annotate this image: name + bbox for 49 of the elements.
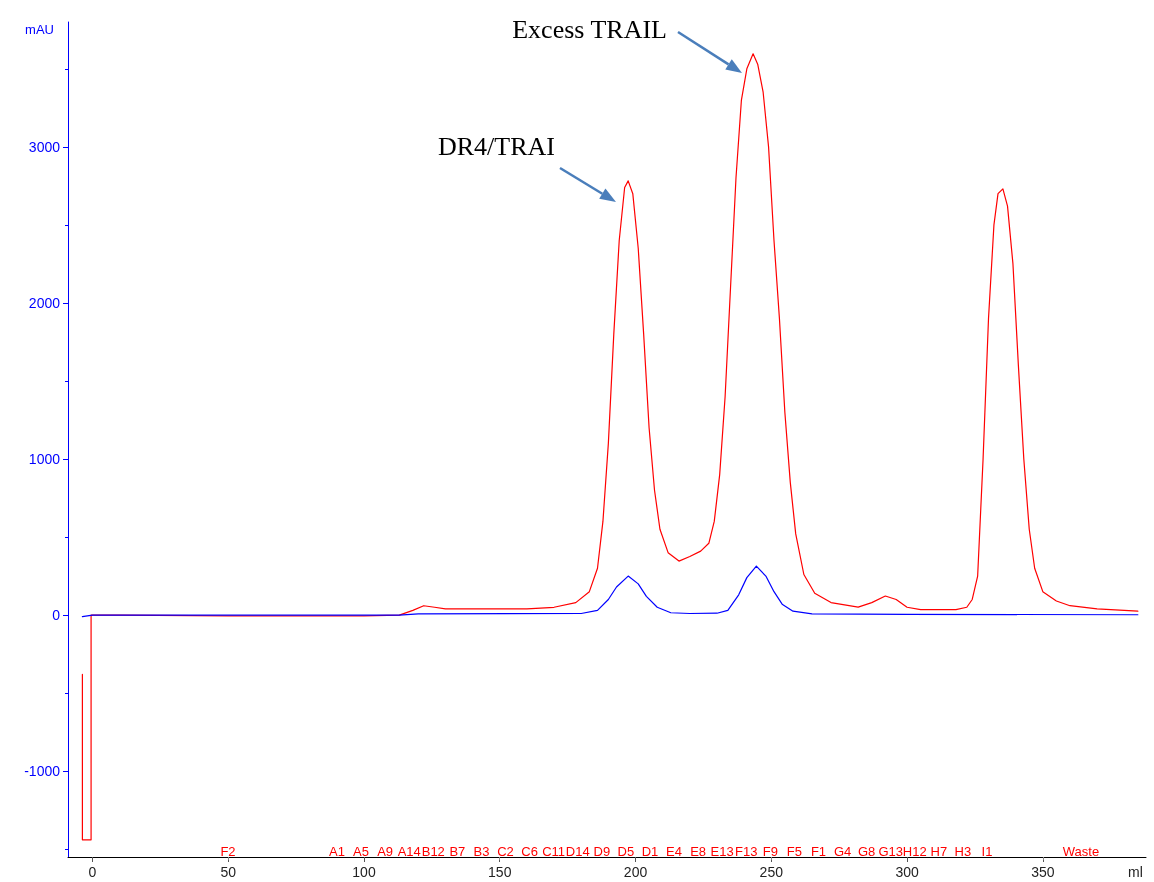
- annotation: E8: [690, 844, 707, 859]
- annotation: G4: [833, 844, 852, 859]
- y-axis-title: mAU: [25, 22, 54, 37]
- y-tick-label: 1000: [28, 451, 61, 468]
- annotation: A14: [397, 844, 421, 859]
- annotation: Excess TRAIL: [512, 15, 667, 44]
- y-tick-label: 2000: [28, 294, 61, 311]
- x-tick-label: 50: [220, 864, 237, 880]
- annotation: F9: [762, 844, 778, 859]
- x-tick-label: 150: [488, 864, 512, 880]
- annotation: F1: [810, 844, 827, 859]
- annotation: H7: [930, 844, 948, 859]
- annotation: I1: [981, 844, 993, 859]
- annotation: C6: [521, 844, 538, 859]
- annotation: A5: [353, 844, 370, 859]
- y-tick-label: 3000: [28, 138, 61, 155]
- x-tick-label: 0: [88, 864, 97, 880]
- annotation: B3: [473, 844, 490, 859]
- annotation: D14: [565, 844, 590, 859]
- annotation: A1: [329, 844, 345, 859]
- annotation: H12: [902, 844, 927, 859]
- annotation: A9: [377, 844, 394, 859]
- x-axis-title: ml: [1128, 864, 1143, 880]
- x-tick-label: 200: [623, 864, 648, 880]
- annotation: D9: [593, 844, 611, 859]
- x-tick-label: 100: [352, 864, 376, 880]
- annotation: G8: [857, 844, 876, 859]
- annotation: F13: [735, 844, 758, 859]
- annotation: F5: [786, 844, 802, 859]
- annotation: B7: [449, 844, 466, 859]
- y-tick-label: 0: [52, 607, 61, 624]
- annotation: D1: [641, 844, 659, 859]
- line-series: [81, 53, 1139, 841]
- annotation: Waste: [1062, 844, 1100, 859]
- annotation: G13: [878, 844, 903, 859]
- annotation: E13: [710, 844, 734, 859]
- annotation: B12: [421, 844, 445, 859]
- x-tick-label: 350: [1031, 864, 1055, 880]
- x-tick-label: 250: [759, 864, 784, 880]
- annotation: DR4/TRAI: [438, 132, 555, 161]
- annotation: E4: [666, 844, 682, 859]
- x-tick-label: 300: [895, 864, 919, 880]
- annotation: H3: [954, 844, 972, 859]
- annotation: C11: [542, 844, 566, 859]
- annotation: D5: [617, 844, 635, 859]
- y-tick-label: -1000: [24, 763, 61, 780]
- line-series: [81, 565, 1139, 618]
- annotation: C2: [497, 844, 514, 859]
- annotation: F2: [220, 844, 236, 859]
